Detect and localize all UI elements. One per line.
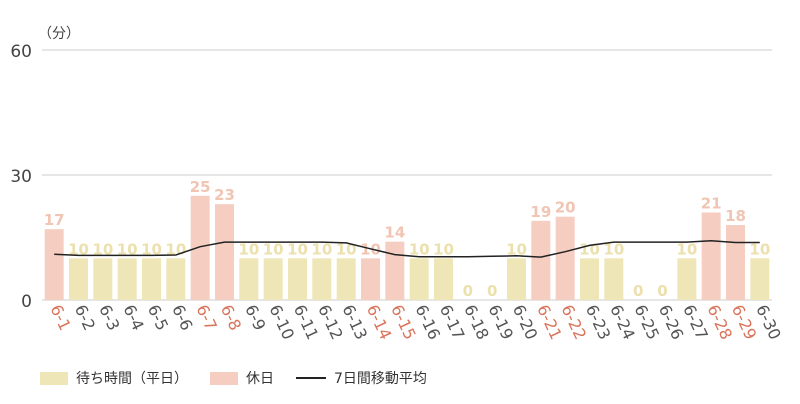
bar-6-28: [701, 212, 721, 300]
value-label-6-23: 10: [579, 240, 600, 258]
bar-6-12: [312, 258, 332, 300]
bar-6-14: [361, 258, 380, 300]
value-label-6-19: 0: [487, 282, 497, 300]
value-label-6-15: 14: [384, 224, 405, 242]
y-tick-label-30: 30: [10, 167, 32, 187]
bar-6-22: [555, 216, 575, 300]
x-tick-label-6-4: 6-4: [120, 302, 148, 334]
value-label-6-17: 10: [433, 240, 454, 258]
bar-6-20: [507, 258, 526, 300]
legend-label-average: 7日間移動平均: [334, 371, 427, 387]
value-label-6-20: 10: [506, 240, 527, 258]
bar-6-8: [215, 204, 234, 300]
moving-average-line: [54, 240, 760, 258]
legend-item-average: 7日間移動平均: [296, 368, 427, 388]
value-label-6-26: 0: [657, 282, 667, 300]
y-tick-label-60: 60: [10, 42, 32, 62]
x-tick-label-6-8: 6-8: [217, 302, 245, 334]
bar-6-30: [750, 258, 770, 300]
bar-6-21: [531, 220, 551, 300]
bar-6-4: [117, 258, 137, 300]
value-label-6-7: 25: [190, 178, 211, 196]
x-tick-label-6-1: 6-1: [47, 302, 75, 334]
value-label-6-29: 18: [725, 207, 746, 225]
legend-item-holiday: 休日: [210, 368, 274, 388]
value-label-6-5: 10: [141, 240, 162, 258]
legend-label-weekday: 待ち時間（平日）: [76, 371, 188, 387]
bar-6-11: [288, 258, 307, 300]
bar-6-9: [239, 258, 259, 300]
y-tick-label-0: 0: [21, 292, 32, 312]
value-label-6-18: 0: [463, 282, 473, 300]
x-tick-label-6-30: 6-30: [752, 302, 785, 343]
x-tick-label-6-3: 6-3: [95, 302, 123, 334]
value-label-6-11: 10: [287, 240, 308, 258]
x-tick-label-6-7: 6-7: [193, 302, 221, 334]
legend-swatch-holiday: [210, 371, 238, 385]
x-tick-label-6-9: 6-9: [241, 302, 269, 334]
value-label-6-22: 20: [555, 199, 576, 217]
bar-6-29: [726, 225, 745, 300]
value-label-6-24: 10: [603, 240, 624, 258]
value-label-6-30: 10: [749, 240, 770, 258]
bar-6-7: [190, 195, 210, 300]
bar-6-1: [44, 229, 64, 300]
x-tick-label-6-5: 6-5: [144, 302, 172, 334]
legend: 待ち時間（平日） 休日 7日間移動平均: [40, 368, 449, 388]
bar-6-13: [336, 258, 356, 300]
value-label-6-1: 17: [44, 211, 65, 229]
bar-6-3: [93, 258, 113, 300]
legend-swatch-weekday: [40, 371, 68, 385]
x-tick-label-6-2: 6-2: [71, 302, 99, 334]
value-label-6-21: 19: [530, 203, 551, 221]
value-label-6-16: 10: [409, 240, 430, 258]
legend-label-holiday: 休日: [246, 371, 274, 387]
value-label-6-28: 21: [701, 195, 722, 213]
value-label-6-25: 0: [633, 282, 643, 300]
y-axis-unit-label: （分）: [38, 26, 80, 42]
bar-6-23: [580, 258, 599, 300]
value-label-6-3: 10: [92, 240, 113, 258]
bar-6-15: [385, 241, 405, 300]
x-tick-label-6-6: 6-6: [168, 302, 196, 334]
bar-6-5: [142, 258, 161, 300]
value-label-6-27: 10: [676, 240, 697, 258]
bar-6-16: [409, 258, 429, 300]
value-label-6-12: 10: [311, 240, 332, 258]
bar-6-27: [677, 258, 697, 300]
value-label-6-9: 10: [238, 240, 259, 258]
bar-6-10: [263, 258, 283, 300]
value-label-6-4: 10: [117, 240, 138, 258]
bar-6-17: [434, 258, 453, 300]
bar-6-24: [604, 258, 624, 300]
value-label-6-2: 10: [68, 240, 89, 258]
bar-6-2: [69, 258, 88, 300]
bar-6-6: [166, 258, 186, 300]
legend-swatch-average: [296, 377, 326, 379]
legend-item-weekday: 待ち時間（平日）: [40, 368, 188, 388]
value-label-6-8: 23: [214, 186, 235, 204]
value-label-6-10: 10: [263, 240, 284, 258]
